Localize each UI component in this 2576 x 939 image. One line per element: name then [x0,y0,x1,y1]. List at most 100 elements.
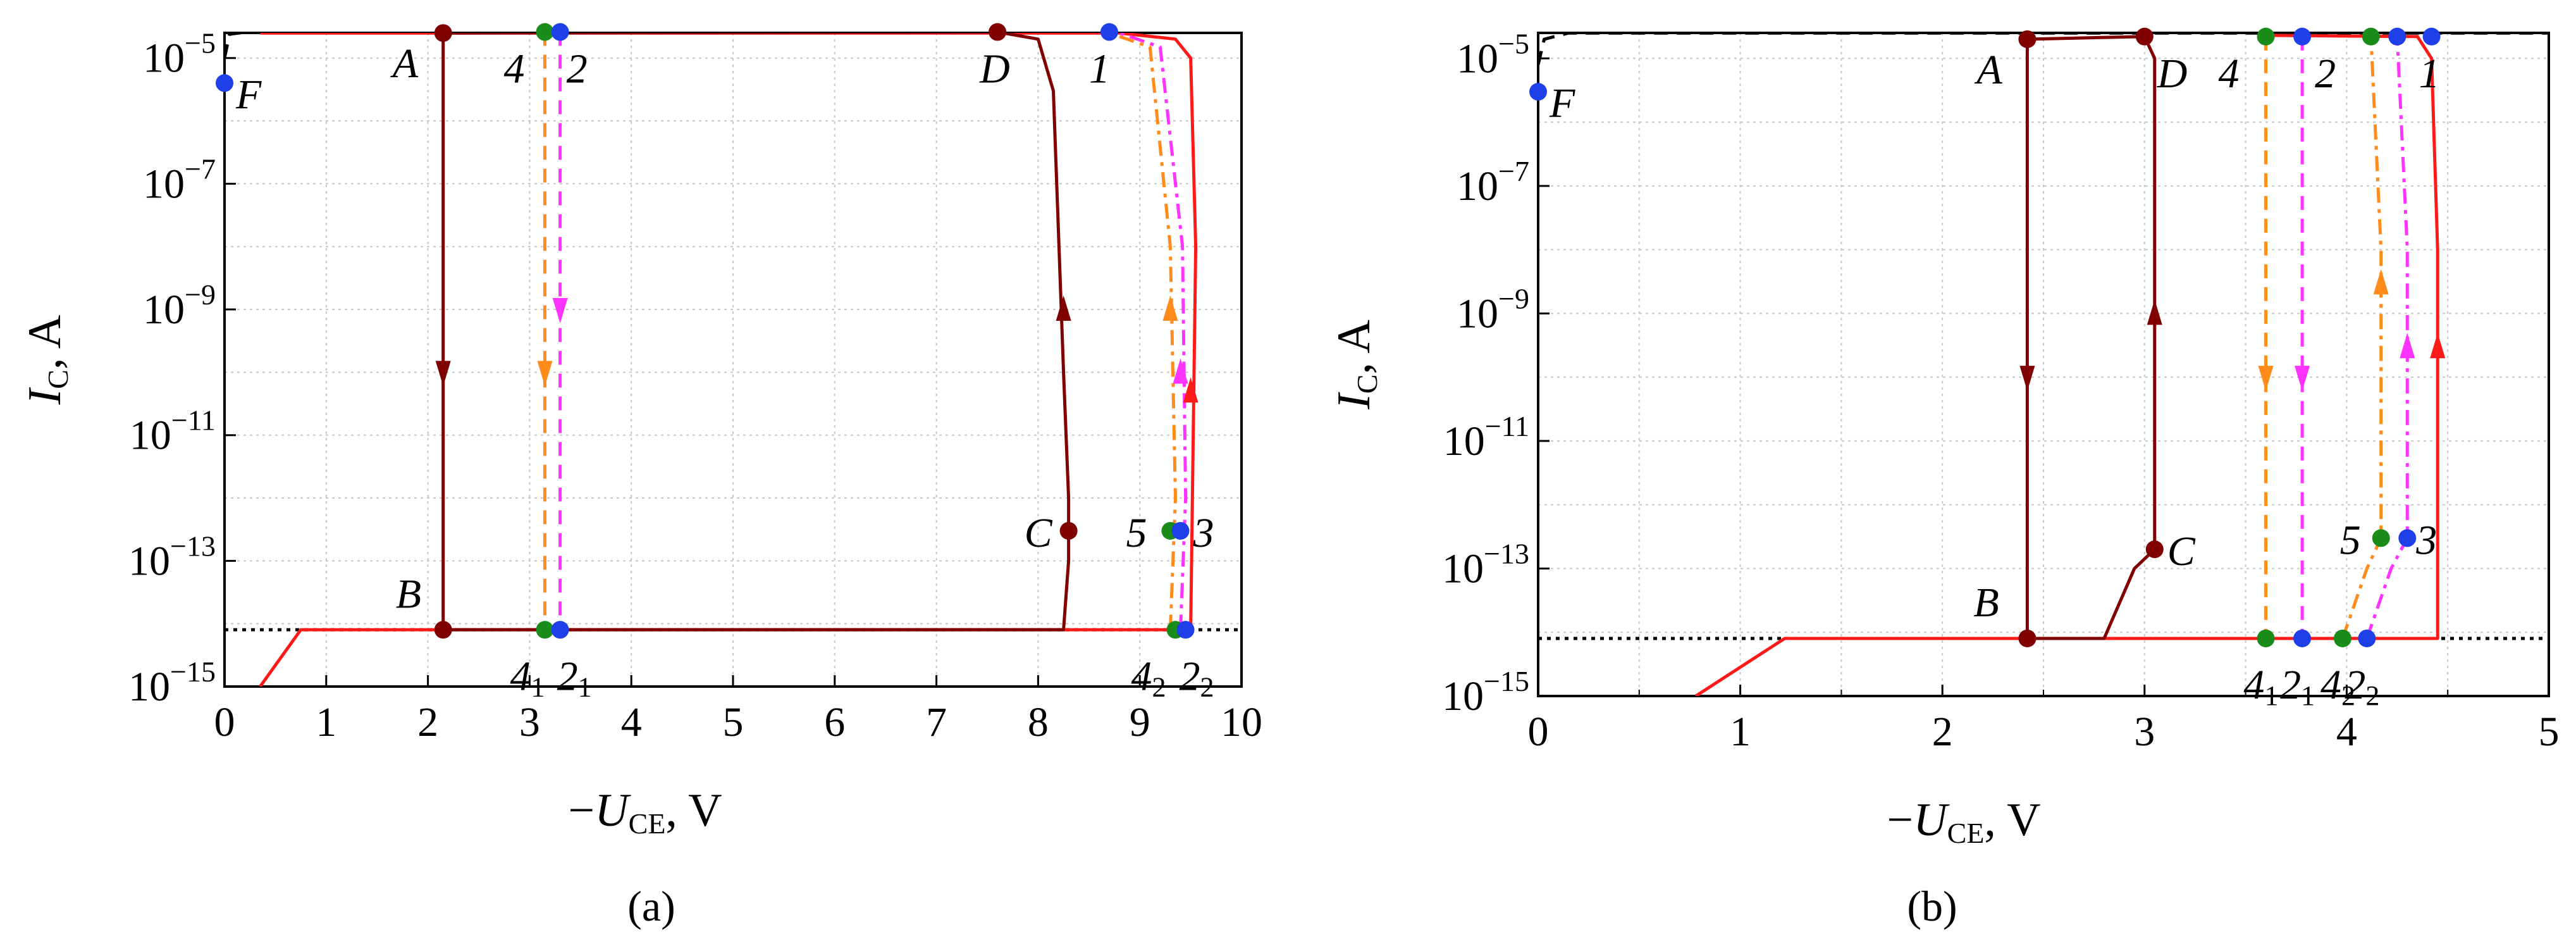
chart-a-ytick-base: 10 [143,35,185,82]
chart-b-ytick-base: 10 [1457,163,1498,209]
chart-a-point-label: 41 [510,653,545,702]
chart-a-data-point [1171,521,1190,540]
chart-a-xtick-label: 2 [417,699,438,745]
chart-a-y-axis-title-part: I [19,387,71,405]
chart-a-data-point [536,23,554,41]
chart-a-point-label-main: C [1025,510,1053,556]
chart-a-y-axis-title: IC, A [19,315,74,406]
chart-b-grid [1538,33,2549,697]
chart-b-data-point [2334,629,2352,647]
chart-b-direction-arrow [2373,269,2389,295]
chart-b-y-axis-title-part: , A [1328,320,1380,374]
chart-a-point-label: 3 [1193,510,1214,556]
chart-a-y-axis-title-part: , A [19,315,71,370]
chart-b-data-point [2388,27,2407,46]
chart-a-data-point [551,23,569,41]
chart-a-point-label-main: D [979,46,1010,92]
chart-a-plot-frame [223,32,1243,688]
chart-b-point-label-main: 3 [2415,517,2437,563]
chart-b-point-label-main: B [1973,580,1999,626]
chart-a-plot-area [225,33,1242,687]
chart-a-x-axis-title-part: CE [629,807,666,840]
chart-b-direction-arrow [2019,366,2035,392]
chart-b-x-axis-title-part: − [1887,794,1913,846]
chart-a-point-label-sub: 2 [1200,671,1214,702]
chart-a-ytick-label: 10−5 [143,27,216,82]
chart-b-point-label: 5 [2340,517,2361,563]
chart-a-point-label: 1 [1089,46,1110,92]
chart-a-data-point [1100,23,1118,41]
chart-a-direction-arrow [1183,377,1199,403]
chart-b-data-point [2135,27,2154,46]
chart-a-direction-arrow [1173,358,1188,384]
chart-b-direction-arrow [2400,333,2415,359]
chart-b-data-point [2018,629,2037,647]
chart-b-data-point [2422,27,2441,46]
chart-a-xtick-label: 10 [1221,699,1262,745]
chart-a-ytick-base: 10 [143,161,185,207]
chart-b-ytick-base: 10 [1442,545,1484,592]
chart-b-point-label: 42 [2320,662,2355,711]
chart-a-data-point [536,621,554,639]
chart-a-point-label-sub: 2 [1152,671,1166,702]
chart-a-series-line-0 [225,33,252,59]
chart-b-x-axis-title-part: U [1913,794,1950,846]
chart-a-ytick-base: 10 [130,413,171,459]
chart-a-ytick-label: 10−11 [130,404,216,459]
chart-b-data-point [2372,529,2390,547]
chart-b-ytick-exponent: −7 [1498,155,1529,187]
chart-b-y-axis-title: IC, A [1328,320,1383,410]
chart-b-ytick-exponent: −13 [1484,537,1529,569]
chart-b-xtick-label: 1 [1730,709,1751,755]
chart-b-point-label-sub: 2 [2341,680,2355,711]
chart-a-xtick-label: 7 [926,699,947,745]
chart-b-data-point [2257,27,2275,46]
chart-a-point-label-main: 2 [1180,653,1200,699]
chart-b-data-point [2145,540,2164,559]
chart-b-data-point [2358,629,2376,647]
chart-a-point-label: 22 [1180,653,1214,702]
chart-a-ytick-base: 10 [128,664,170,710]
chart-a-point-label-main: 4 [510,653,531,699]
chart-b-point-label: 4 [2219,51,2240,97]
chart-b-ytick-label: 10−13 [1442,537,1529,592]
chart-a-point-label: 4 [504,46,525,92]
chart-b-ytick-label: 10−15 [1442,665,1529,719]
chart-b-x-axis-title-part: CE [1947,817,1985,849]
chart-a-x-axis-title-part: , V [665,785,722,836]
chart-b-point-label: B [1973,580,1999,626]
chart-b-data-point [2362,27,2380,46]
chart-b-xtick-label: 0 [1528,709,1549,755]
chart-b-xtick-label: 2 [1932,709,1953,755]
chart-a-data-point [434,621,452,639]
chart-a-ytick-exponent: −5 [185,27,216,59]
chart-b-point-label-main: D [2157,51,2188,97]
chart-panel-a: 0 1 2 3 4 5 6 7 8 9 1010−1510−1310−1110−910−710−5−… [19,23,1262,840]
chart-a-y-axis-title-part: C [42,370,74,389]
chart-b-data-point [1529,82,1547,101]
chart-a-point-label-main: 2 [557,653,578,699]
chart-b-ytick-base: 10 [1443,418,1485,464]
chart-a-point-label-main: A [390,40,419,87]
chart-b-point-label-main: 2 [2280,662,2301,708]
chart-b-point-label-sub: 2 [2365,680,2379,711]
chart-b-data-point [2293,27,2312,46]
chart-b-ytick-base: 10 [1442,673,1484,719]
chart-a-point-label: C [1025,510,1053,556]
panel-label-a: (a) [627,882,675,930]
chart-b-point-label: C [2167,528,2196,575]
panel-label-b: (b) [1907,882,1957,930]
chart-b-point-label-sub: 1 [2265,680,2279,711]
chart-a-series-line-3 [441,33,1071,631]
chart-b-ytick-label: 10−9 [1457,282,1529,337]
chart-a-direction-arrow [537,361,553,387]
chart-a-series-line-6 [1109,33,1177,630]
chart-b-direction-arrow [2295,366,2310,392]
chart-a-point-label-main: 4 [1131,653,1152,699]
chart-b-data-point [2018,30,2037,48]
chart-a-ytick-label: 10−7 [143,152,216,207]
chart-b-point-label-main: 4 [2320,662,2341,708]
chart-b-series-line-0 [1538,33,2549,65]
chart-a-xtick-label: 6 [824,699,845,745]
chart-b-point-label-main: 4 [2219,51,2240,97]
